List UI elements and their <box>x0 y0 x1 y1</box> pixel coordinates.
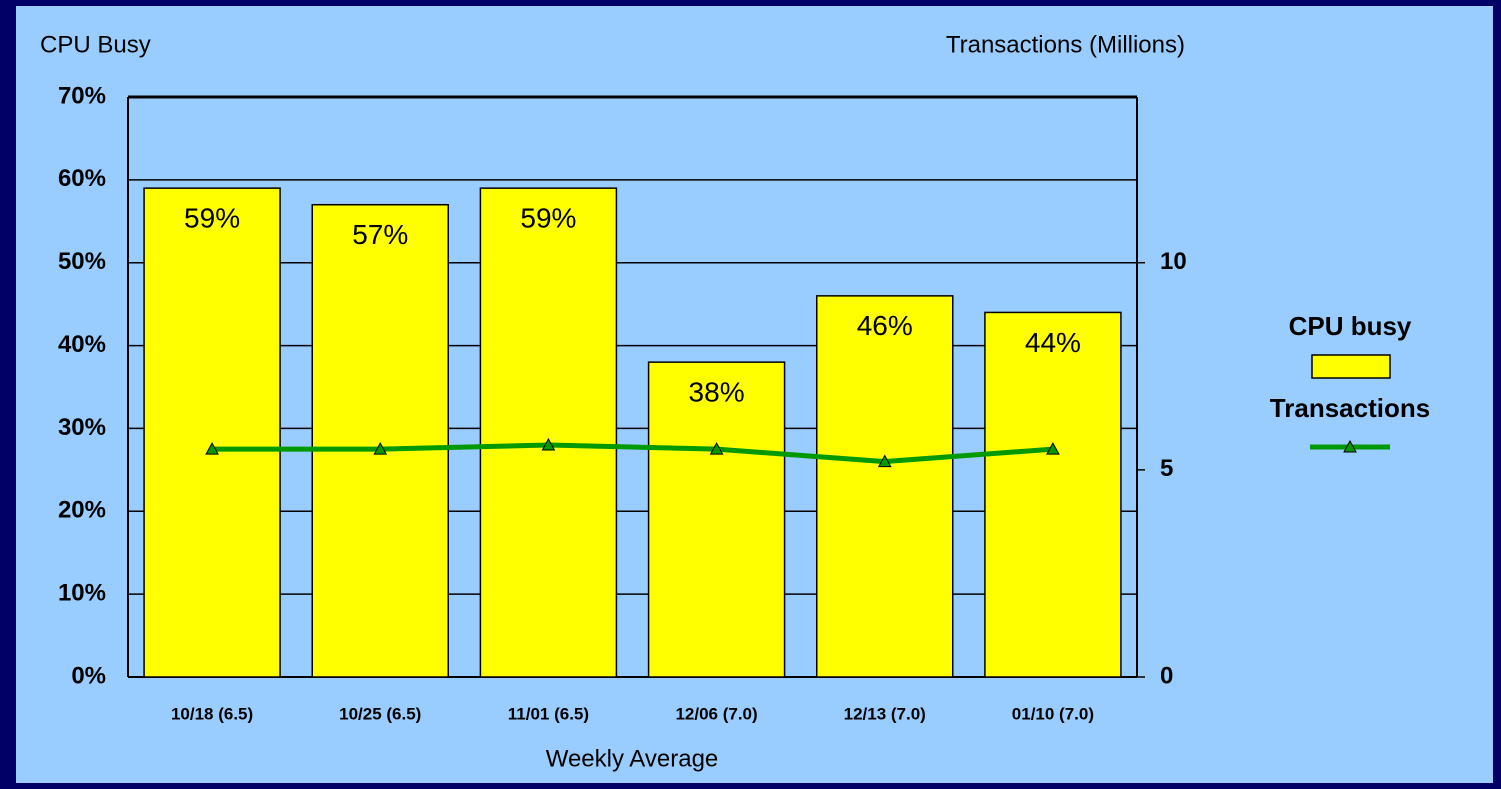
x-tick-label: 10/25 (6.5) <box>339 704 421 723</box>
value-label: 38% <box>689 377 745 408</box>
y-axis-title: CPU Busy <box>40 31 151 58</box>
legend-marker <box>1343 439 1357 453</box>
value-label: 59% <box>184 203 240 234</box>
y-tick-label: 20% <box>58 497 106 524</box>
bar <box>311 203 449 678</box>
bar <box>984 311 1122 678</box>
value-label: 57% <box>352 219 408 250</box>
y-tick-label: 40% <box>58 331 106 358</box>
bar <box>816 295 954 678</box>
marker <box>541 437 556 451</box>
y-tick-label: 60% <box>58 165 106 192</box>
legend-label: CPU busy <box>1289 311 1412 341</box>
value-label: 46% <box>857 310 913 341</box>
x-tick-label: 10/18 (6.5) <box>171 704 253 723</box>
y-tick-label: 0% <box>71 662 106 689</box>
y-tick-label: 30% <box>58 414 106 441</box>
bar <box>479 187 618 678</box>
y2-tick-label: 10 <box>1160 248 1187 275</box>
marker <box>1046 442 1060 455</box>
marker <box>373 442 388 455</box>
y-tick-label: 70% <box>58 82 106 109</box>
bar <box>647 361 786 678</box>
x-axis-title: Weekly Average <box>546 745 719 772</box>
value-label: 44% <box>1025 327 1081 358</box>
y2-tick-label: 5 <box>1160 455 1173 482</box>
marker <box>205 442 219 455</box>
x-tick-label: 01/10 (7.0) <box>1012 704 1094 723</box>
x-tick-label: 11/01 (6.5) <box>508 704 589 723</box>
marker <box>709 442 724 455</box>
marker <box>877 454 892 468</box>
x-tick-label: 12/13 (7.0) <box>844 704 926 723</box>
value-label: 59% <box>520 203 576 234</box>
y-tick-label: 50% <box>58 248 106 275</box>
line <box>212 442 1054 465</box>
y-tick-label: 10% <box>58 579 106 606</box>
y2-axis-title: Transactions (Millions) <box>946 31 1185 58</box>
bar <box>143 187 281 678</box>
y2-tick-label: 0 <box>1160 662 1173 689</box>
x-tick-label: 12/06 (7.0) <box>675 704 757 723</box>
legend-swatch <box>1311 354 1391 379</box>
legend-label: Transactions <box>1270 393 1430 423</box>
